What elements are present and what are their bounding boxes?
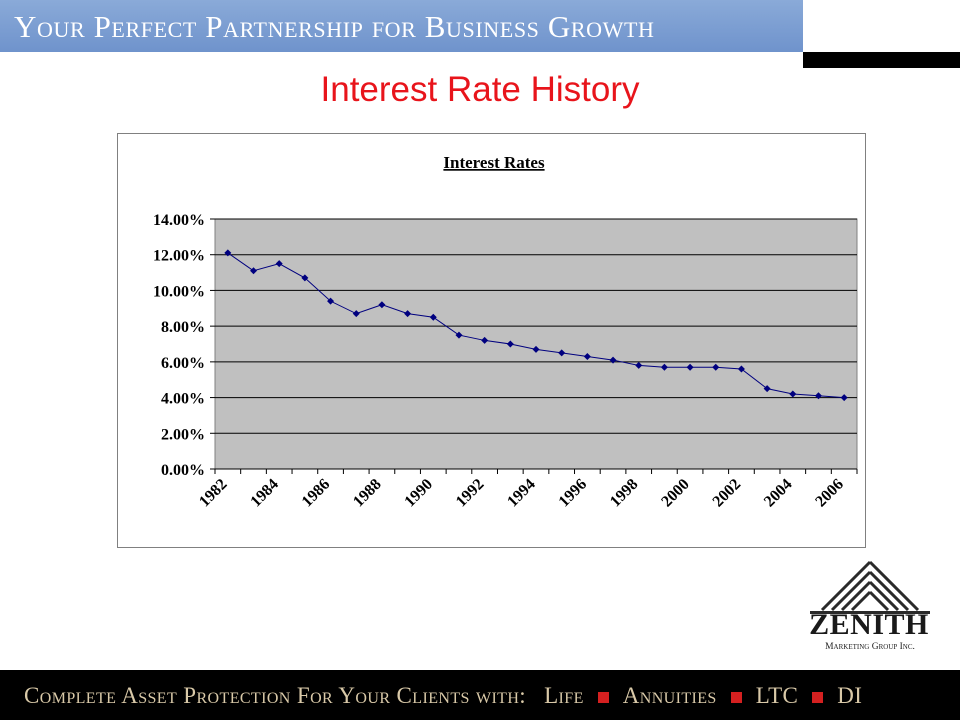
data-point [378, 301, 386, 309]
x-tick-label: 1990 [401, 476, 436, 511]
y-tick-label: 4.00% [161, 391, 205, 408]
banner-tagline: Your Perfect Partnership for Business Gr… [14, 9, 655, 44]
data-point [250, 267, 258, 275]
data-point [327, 297, 335, 305]
footer-item-di: DI [837, 683, 863, 708]
footer-item-annuities: Annuities [622, 683, 717, 708]
data-point [532, 345, 540, 353]
x-tick-label: 2006 [812, 476, 847, 511]
data-point [301, 274, 309, 282]
x-tick-label: 2002 [710, 476, 745, 511]
y-tick-label: 6.00% [161, 355, 205, 372]
footer-bullet-icon [730, 691, 742, 703]
data-point [635, 361, 643, 369]
top-banner: Your Perfect Partnership for Business Gr… [0, 0, 803, 52]
y-tick-label: 2.00% [161, 426, 205, 443]
data-point [686, 363, 694, 371]
page-title: Interest Rate History [320, 70, 640, 109]
x-tick-label: 1998 [607, 476, 642, 511]
footer-banner: Complete Asset Protection For Your Clien… [0, 670, 960, 720]
y-tick-label: 0.00% [161, 462, 205, 479]
interest-rate-chart: Interest Rates 14.00% 12.00% 10.00% 8.00% 6.… [153, 153, 858, 511]
data-point [506, 340, 514, 348]
data-point [660, 363, 668, 371]
y-tick-label: 8.00% [161, 319, 205, 336]
x-tick-label: 1996 [556, 476, 591, 511]
y-tick-label: 14.00% [153, 212, 205, 229]
data-point [429, 313, 437, 321]
data-point [275, 260, 283, 268]
data-point [763, 385, 771, 393]
data-point [737, 365, 745, 373]
y-tick-label: 12.00% [153, 248, 205, 265]
footer-text: Complete Asset Protection For Your Clien… [24, 683, 862, 709]
data-point [840, 394, 848, 402]
y-tick-label: 10.00% [153, 283, 205, 300]
x-tick-label: 1986 [299, 476, 334, 511]
data-point [609, 356, 617, 364]
data-point [352, 310, 360, 318]
chart-frame: Interest Rates 14.00% 12.00% 10.00% 8.00% 6.… [117, 133, 866, 548]
data-point [583, 353, 591, 360]
header-accent-bar [803, 52, 960, 68]
x-tick-label: 2000 [658, 476, 693, 511]
footer-bullet-icon [597, 691, 609, 703]
x-tick-label: 1992 [453, 476, 488, 511]
footer-bullet-icon [812, 691, 824, 703]
mountain-peak-icon [810, 560, 930, 614]
x-tick-label: 1994 [504, 476, 539, 511]
x-tick-label: 1982 [196, 476, 231, 511]
x-tick-label: 1984 [247, 476, 282, 511]
footer-item-life: Life [544, 683, 584, 708]
data-point [404, 310, 412, 318]
data-point [455, 331, 463, 339]
data-point [224, 249, 232, 257]
footer-item-ltc: LTC [755, 683, 799, 708]
footer-lead: Complete Asset Protection For Your Clien… [24, 683, 527, 708]
plot-area [214, 218, 858, 470]
chart-title: Interest Rates [443, 153, 545, 172]
logo-subtitle: Marketing Group Inc. [825, 642, 915, 652]
x-tick-label: 2004 [761, 476, 796, 511]
logo-name: ZENITH [809, 608, 929, 641]
data-point [789, 390, 797, 398]
data-point [481, 336, 489, 344]
zenith-logo: ZENITH Marketing Group Inc. [800, 558, 940, 658]
data-point [814, 392, 822, 400]
data-point [558, 349, 566, 357]
x-tick-label: 1988 [350, 476, 385, 511]
data-point [712, 363, 720, 371]
